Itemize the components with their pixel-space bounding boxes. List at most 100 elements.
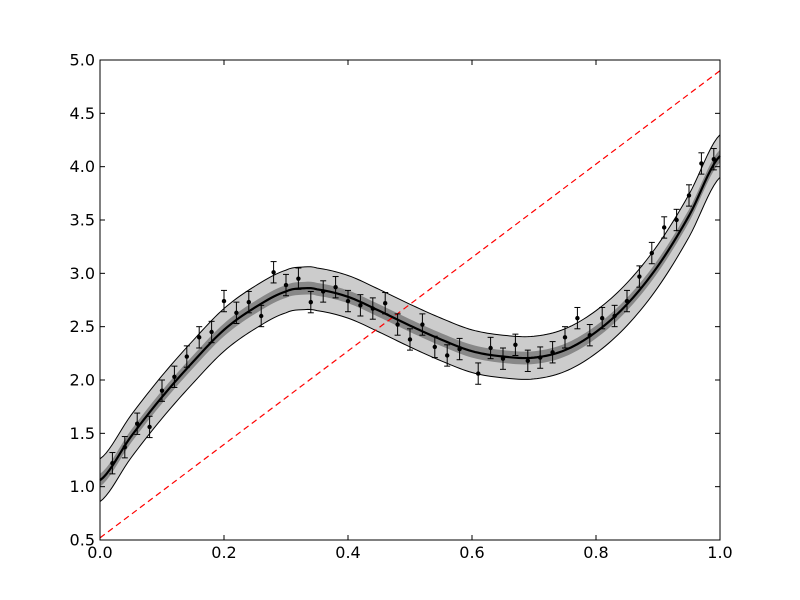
data-point xyxy=(208,320,215,344)
point-marker xyxy=(457,346,462,352)
data-point xyxy=(456,337,463,361)
point-marker xyxy=(395,322,400,327)
data-point xyxy=(549,341,556,364)
data-point xyxy=(109,452,116,475)
data-point xyxy=(320,280,327,303)
y-tick-label: 5.0 xyxy=(70,51,95,70)
point-marker xyxy=(110,461,115,466)
x-tick-label: 1.0 xyxy=(707,543,732,562)
x-tick-label: 0.2 xyxy=(211,543,236,562)
y-tick-label: 4.5 xyxy=(70,104,95,123)
data-point xyxy=(698,152,705,175)
point-marker xyxy=(234,310,239,315)
point-marker xyxy=(525,358,530,363)
point-marker xyxy=(407,337,413,342)
x-tick-label: 0.8 xyxy=(583,543,608,562)
point-marker xyxy=(147,424,152,430)
point-marker xyxy=(587,333,592,338)
point-marker xyxy=(550,350,555,355)
data-point xyxy=(121,436,128,459)
data-point xyxy=(611,304,618,328)
point-marker xyxy=(184,354,189,359)
x-axis: 0.0 0.2 0.4 0.6 0.8 1.0 xyxy=(87,60,733,562)
point-marker xyxy=(445,353,450,358)
point-marker xyxy=(159,388,165,393)
outer-confidence-band xyxy=(100,134,720,502)
data-point xyxy=(648,241,655,265)
point-marker xyxy=(711,157,716,162)
y-tick-label: 2.5 xyxy=(70,317,95,336)
point-marker xyxy=(699,161,704,166)
data-point xyxy=(444,344,451,367)
data-point xyxy=(345,289,351,313)
point-marker xyxy=(686,193,692,198)
data-point xyxy=(146,415,153,439)
point-marker xyxy=(476,371,481,376)
data-point xyxy=(258,304,265,328)
point-marker xyxy=(538,355,543,360)
point-marker xyxy=(500,356,506,361)
data-point xyxy=(512,333,519,356)
data-point xyxy=(233,301,240,324)
point-marker xyxy=(321,289,326,294)
data-point xyxy=(196,326,203,349)
point-marker xyxy=(308,299,313,305)
point-marker xyxy=(345,298,351,304)
y-tick-label: 3.5 xyxy=(70,211,95,230)
data-point xyxy=(295,267,302,290)
data-point xyxy=(419,313,426,336)
y-tick-label: 3.0 xyxy=(70,264,95,283)
point-marker xyxy=(283,282,289,288)
point-marker xyxy=(271,270,276,275)
point-marker xyxy=(420,322,425,327)
fit-line xyxy=(99,155,721,482)
data-point xyxy=(159,379,165,402)
data-points xyxy=(109,148,717,475)
x-tick-label: 0.0 xyxy=(87,543,112,562)
data-point xyxy=(183,345,190,368)
data-point xyxy=(394,313,401,336)
point-marker xyxy=(333,285,338,290)
data-point xyxy=(562,326,568,349)
outer-band-upper-edge xyxy=(99,134,721,460)
data-point xyxy=(624,289,630,313)
point-marker xyxy=(358,303,363,308)
point-marker xyxy=(624,298,630,304)
data-point xyxy=(686,184,692,207)
point-marker xyxy=(649,250,654,256)
point-marker xyxy=(383,301,388,306)
point-marker xyxy=(197,335,202,340)
point-marker xyxy=(662,225,667,230)
data-point xyxy=(524,349,531,372)
data-point xyxy=(407,328,413,351)
data-point xyxy=(537,346,544,369)
point-marker xyxy=(513,342,518,347)
data-point xyxy=(599,306,606,330)
point-marker xyxy=(637,274,642,279)
data-point xyxy=(586,324,593,347)
data-point xyxy=(171,365,178,388)
y-tick-label: 1.5 xyxy=(70,424,95,443)
point-marker xyxy=(259,313,264,319)
point-marker xyxy=(432,344,437,350)
data-point xyxy=(332,276,339,299)
fit-line-group xyxy=(99,155,721,482)
data-point xyxy=(270,261,277,284)
data-point xyxy=(661,216,668,239)
point-marker xyxy=(612,313,617,319)
point-marker xyxy=(221,298,227,304)
data-point xyxy=(357,294,364,317)
y-tick-label: 2.0 xyxy=(70,371,95,390)
point-marker xyxy=(600,315,605,321)
y-axis: 0.5 1.0 1.5 2.0 2.5 3.0 3.5 4.0 4.5 5.0 xyxy=(70,51,720,550)
data-point xyxy=(382,292,389,315)
confidence-bands xyxy=(99,134,721,502)
plot-frame xyxy=(99,59,721,541)
point-marker xyxy=(296,276,301,281)
data-point xyxy=(245,290,252,314)
data-point xyxy=(574,306,581,330)
point-marker xyxy=(674,217,679,223)
data-point xyxy=(636,265,643,288)
